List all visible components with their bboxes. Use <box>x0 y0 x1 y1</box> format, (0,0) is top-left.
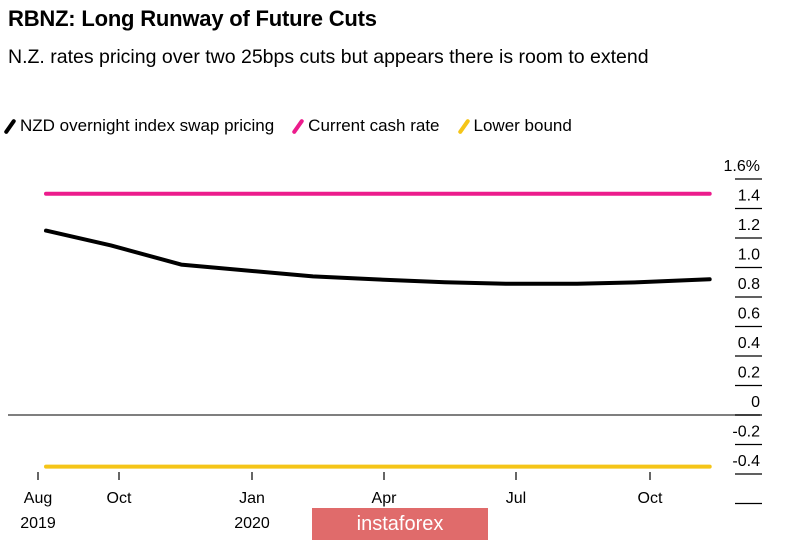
ois-swap-pricing-line <box>44 228 712 286</box>
y-tick-label: 0.4 <box>738 335 760 352</box>
legend-label-cash-rate: Current cash rate <box>308 116 440 135</box>
legend-label-lower-bound: Lower bound <box>473 116 572 135</box>
legend-item-ois: NZD overnight index swap pricing <box>3 116 275 136</box>
y-tick-label: 0.8 <box>738 276 760 293</box>
chart-title: RBNZ: Long Runway of Future Cuts <box>8 6 377 31</box>
y-tick-label: 1.6% <box>724 158 760 175</box>
y-tick-label: 0 <box>751 394 760 411</box>
y-tick-label: 1.2 <box>738 217 760 234</box>
legend: NZD overnight index swap pricing Current… <box>3 116 572 136</box>
y-tick-label: -0.2 <box>732 424 760 441</box>
x-tick-year-label: 2020 <box>234 515 270 532</box>
y-tick-label: 0.2 <box>738 365 760 382</box>
y-tick-label: 0.6 <box>738 306 760 323</box>
legend-label-ois: NZD overnight index swap pricing <box>20 116 275 135</box>
x-tick-label: Jul <box>506 490 526 507</box>
chart-subtitle: N.Z. rates pricing over two 25bps cuts b… <box>8 46 649 68</box>
x-tick-label: Oct <box>107 490 132 507</box>
watermark-logo: instaforex <box>312 508 488 540</box>
x-tick-label: Jan <box>239 490 265 507</box>
legend-item-lower-bound: Lower bound <box>457 116 572 136</box>
x-tick-year-label: 2019 <box>20 515 56 532</box>
legend-item-cash-rate: Current cash rate <box>291 116 440 136</box>
y-tick-label: 1.4 <box>738 188 760 205</box>
x-tick-label: Oct <box>638 490 663 507</box>
y-tick-label: 1.0 <box>738 247 760 264</box>
x-tick-label: Aug <box>24 490 52 507</box>
y-tick-label: -0.4 <box>732 453 760 470</box>
x-tick-label: Apr <box>372 490 398 507</box>
